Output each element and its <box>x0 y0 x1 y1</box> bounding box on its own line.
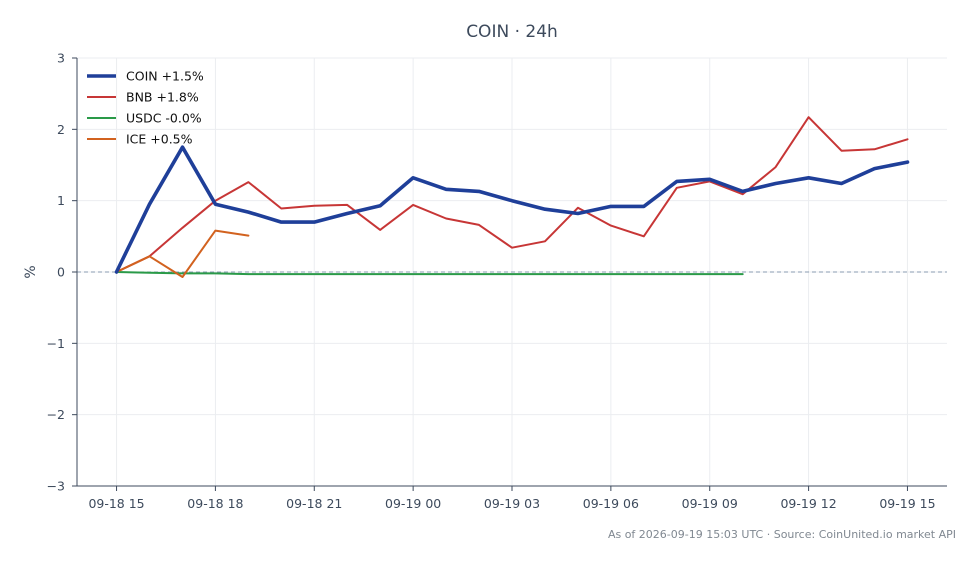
footer-note: As of 2026-09-19 15:03 UTC · Source: Coi… <box>608 528 956 541</box>
x-tick-label: 09-19 00 <box>385 496 441 511</box>
y-tick-label: 0 <box>57 265 65 280</box>
legend-label-coin: COIN +1.5% <box>126 69 204 84</box>
series-lines <box>114 116 910 278</box>
y-tick-label: 1 <box>57 193 65 208</box>
x-tick-label: 09-18 15 <box>88 496 144 511</box>
y-tick-label: −1 <box>47 336 65 351</box>
x-tick-label: 09-19 06 <box>583 496 639 511</box>
x-tick-label: 09-19 09 <box>682 496 738 511</box>
x-tick-label: 09-19 12 <box>780 496 836 511</box>
legend-label-bnb: BNB +1.8% <box>126 90 199 105</box>
y-axis-label: % <box>23 265 39 278</box>
legend: COIN +1.5% BNB +1.8% USDC -0.0% ICE +0.5% <box>87 69 204 147</box>
series-line-coin <box>114 145 910 274</box>
series-line-bnb <box>115 116 909 273</box>
x-tick-label: 09-19 03 <box>484 496 540 511</box>
legend-label-usdc: USDC -0.0% <box>126 111 202 126</box>
x-tick-label: 09-18 21 <box>286 496 342 511</box>
y-tick-label: −3 <box>47 479 65 494</box>
y-tick-label: 2 <box>57 122 65 137</box>
series-line-ice <box>115 229 250 278</box>
axes: −3 −2 −1 0 1 2 3 09-18 15 09-18 18 09-18 21 09-19 … <box>47 51 947 511</box>
x-tick-label: 09-19 15 <box>879 496 935 511</box>
series-line-usdc <box>115 271 744 276</box>
chart-title: COIN · 24h <box>466 22 558 42</box>
x-tick-label: 09-18 18 <box>187 496 243 511</box>
y-tick-label: −2 <box>47 407 65 422</box>
legend-label-ice: ICE +0.5% <box>126 132 193 147</box>
y-tick-label: 3 <box>57 51 65 66</box>
